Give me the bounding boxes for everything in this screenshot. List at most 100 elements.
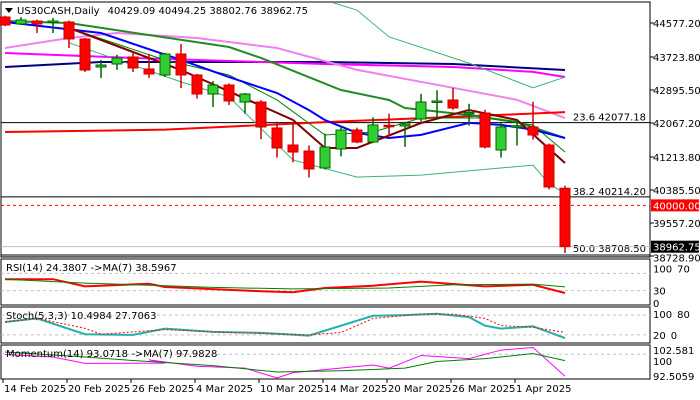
candle-body: [255, 101, 267, 128]
candle-body: [191, 74, 203, 95]
candle: [303, 145, 315, 178]
candle-body: [159, 53, 171, 76]
main-price-panel[interactable]: 23.6 42077.18 38.2 40214.20 50.0 38708.50: [0, 0, 650, 257]
indicator-axis-label: 0: [653, 299, 659, 310]
panel-frames: [0, 1, 651, 380]
fib-level-label: 38.2 40214.20: [573, 187, 646, 198]
candle: [335, 126, 347, 157]
date-tick-label: 1 Apr 2025: [516, 384, 571, 395]
indicator-label: RSI(14) 24.3807 ->MA(7) 38.5967: [6, 263, 177, 274]
candle-body: [223, 84, 235, 102]
candle: [111, 54, 123, 70]
candle: [31, 19, 43, 34]
current-price-badge: [651, 240, 699, 253]
indicator-axis-label: 100: [653, 357, 672, 368]
candle-body: [463, 112, 475, 115]
indicator-line-1: [4, 313, 566, 336]
candle-body: [527, 126, 539, 136]
candle-body: [31, 20, 43, 25]
candle: [495, 121, 507, 158]
panel-frame-2: [0, 306, 651, 344]
candle-body: [495, 126, 507, 151]
panel-frame-1: [0, 258, 651, 306]
candle-body: [399, 123, 411, 127]
candle-body: [431, 100, 443, 103]
date-tick-label: 20 Feb 2025: [68, 384, 130, 395]
indicator-panel-2: Momentum(14) 93.0718 ->MA(7) 97.9828 102.…: [1, 346, 694, 383]
candle-body: [95, 64, 107, 68]
indicator-axis-label: 20: [653, 331, 666, 342]
candle-body: [127, 56, 139, 69]
price-tick-label: 41213.80: [653, 153, 700, 164]
indicator-line-1: [4, 278, 566, 290]
panel-frame-3: [0, 344, 651, 380]
candle-body: [447, 99, 459, 109]
indicator-axis-label: 102.581: [653, 346, 694, 357]
candle-body: [47, 20, 59, 24]
price-tick-label: 44577.20: [653, 19, 700, 30]
candle: [383, 113, 395, 137]
indicator-axis-label: 100: [653, 265, 672, 276]
candle: [431, 90, 443, 120]
alert-price-badge: [651, 199, 699, 212]
fib-level-label: 50.0 38708.50: [573, 244, 646, 255]
candle-body: [271, 127, 283, 149]
candle-body: [0, 16, 11, 26]
price-tick-label: 42895.50: [653, 86, 700, 97]
candle: [511, 119, 523, 146]
dropdown-triangle-icon[interactable]: [5, 8, 13, 13]
candle: [415, 93, 427, 122]
date-tick-label: 4 Mar 2025: [196, 384, 253, 395]
candle: [559, 185, 571, 254]
candle: [543, 143, 555, 190]
date-tick-label: 10 Mar 2025: [260, 384, 323, 395]
candle-body: [15, 19, 27, 25]
candle: [319, 133, 331, 170]
candle-body: [479, 112, 491, 148]
candle-body: [303, 150, 315, 170]
date-tick-label: 14 Mar 2025: [324, 384, 387, 395]
indicator-panel-0: RSI(14) 24.3807 ->MA(7) 38.5967 100 70 300: [1, 263, 690, 310]
moving-average-line-7: [68, 27, 566, 153]
indicator-line-1: [4, 351, 566, 373]
indicator-line-0: [5, 278, 566, 294]
candle: [367, 117, 379, 144]
candle: [447, 87, 459, 110]
candle: [239, 93, 251, 114]
moving-average-line-6: [4, 20, 566, 139]
candle: [351, 127, 363, 144]
panel-frame-0: [0, 1, 651, 258]
chart-header: US30CASH,Daily 40429.09 40494.25 38802.7…: [5, 6, 308, 17]
candle-body: [79, 38, 91, 71]
indicator-line-0: [4, 347, 566, 379]
candle: [191, 73, 203, 99]
candle-body: [367, 124, 379, 143]
candle: [15, 16, 27, 25]
candle-body: [319, 146, 331, 169]
candle-body: [207, 84, 219, 95]
date-tick-label: 20 Mar 2025: [388, 384, 451, 395]
moving-average-line-4: [332, 3, 566, 89]
indicator-line-0: [4, 312, 566, 339]
date-tick-label: 26 Feb 2025: [132, 384, 194, 395]
candle: [159, 52, 171, 77]
date-tick-label: 14 Feb 2025: [4, 384, 66, 395]
candle: [79, 38, 91, 72]
indicator-panels: RSI(14) 24.3807 ->MA(7) 38.5967 100 70300S…: [1, 263, 694, 383]
indicator-label: Stoch(5,3,3) 10.4984 27.7063: [6, 311, 157, 322]
price-tick-label: 38728.90: [653, 254, 700, 265]
candle-body: [559, 187, 571, 248]
ohlc-label: 40429.09 40494.25 38802.76 38962.75: [108, 6, 308, 17]
candle-body: [415, 101, 427, 120]
candle-body: [175, 53, 187, 76]
candle: [399, 121, 411, 147]
candle: [63, 20, 75, 48]
candle-body: [143, 68, 155, 75]
candle: [143, 53, 155, 78]
price-tick-label: 42067.20: [653, 119, 700, 130]
symbol-label: US30CASH,Daily: [17, 6, 100, 17]
indicator-axis-label: 70: [677, 265, 690, 276]
candle-body: [511, 125, 523, 128]
candle-body: [287, 144, 299, 153]
